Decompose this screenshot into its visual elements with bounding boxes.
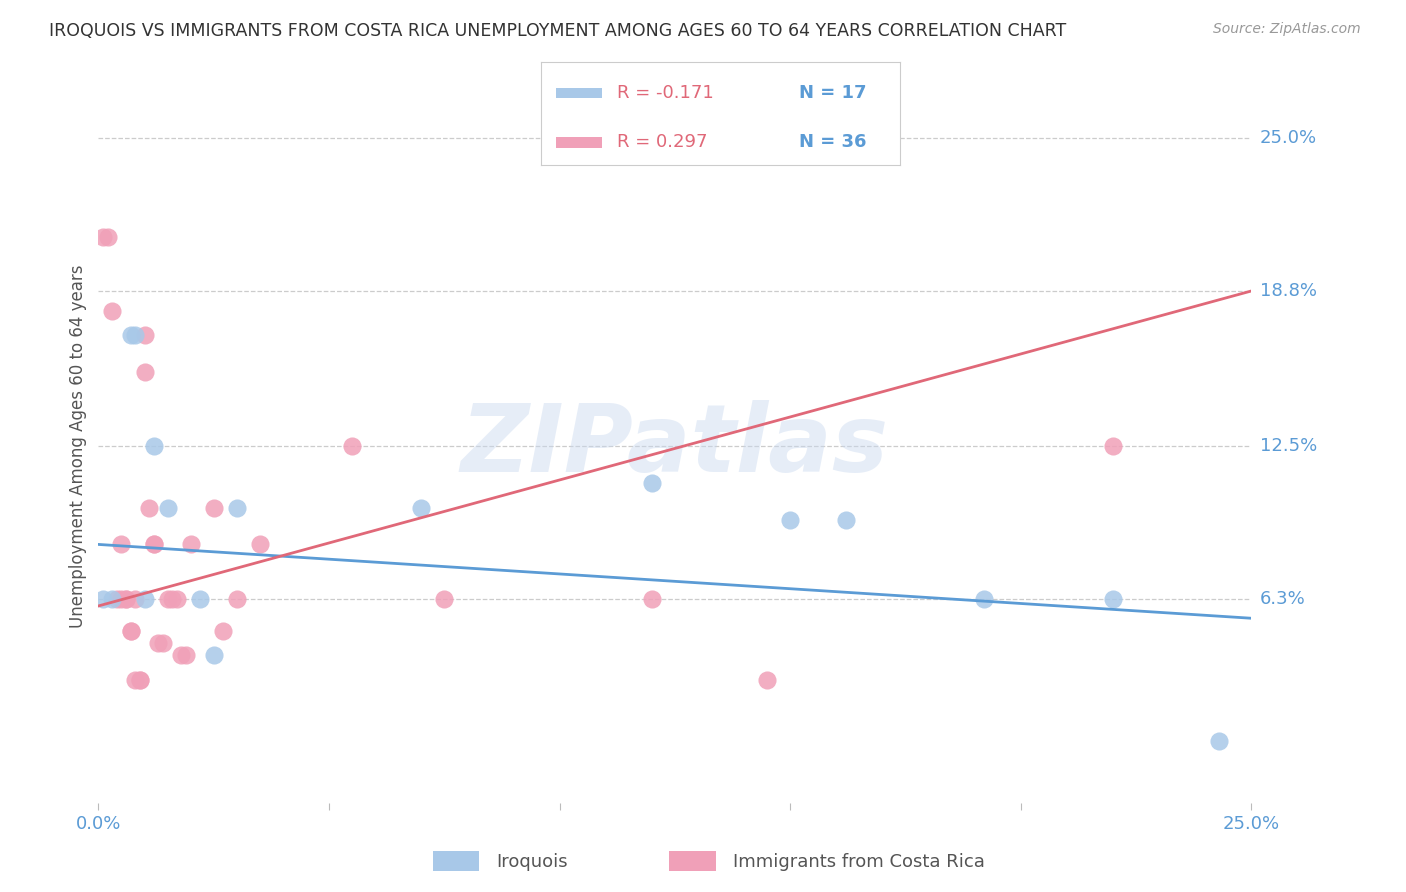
- Point: [249, 537, 271, 551]
- Point: [120, 328, 142, 343]
- Point: [105, 591, 128, 606]
- Point: [124, 673, 146, 687]
- Point: [97, 230, 120, 244]
- Text: R = -0.171: R = -0.171: [617, 84, 713, 103]
- Text: ZIPatlas: ZIPatlas: [461, 400, 889, 492]
- Point: [433, 591, 456, 606]
- Text: N = 17: N = 17: [800, 84, 868, 103]
- Point: [101, 591, 124, 606]
- Text: 6.3%: 6.3%: [1260, 590, 1305, 607]
- Point: [834, 513, 856, 527]
- Point: [174, 648, 197, 662]
- Text: IROQUOIS VS IMMIGRANTS FROM COSTA RICA UNEMPLOYMENT AMONG AGES 60 TO 64 YEARS CO: IROQUOIS VS IMMIGRANTS FROM COSTA RICA U…: [49, 22, 1067, 40]
- Point: [91, 230, 114, 244]
- Point: [115, 591, 138, 606]
- Point: [148, 636, 170, 650]
- Bar: [555, 88, 602, 98]
- Point: [1102, 591, 1125, 606]
- Text: N = 36: N = 36: [800, 134, 868, 152]
- Point: [340, 439, 363, 453]
- Point: [411, 500, 433, 515]
- Point: [124, 591, 146, 606]
- Point: [142, 537, 165, 551]
- Point: [110, 591, 132, 606]
- Point: [779, 513, 801, 527]
- Point: [202, 648, 225, 662]
- Point: [142, 439, 165, 453]
- Point: [134, 328, 156, 343]
- Point: [142, 537, 165, 551]
- Point: [170, 648, 193, 662]
- Point: [152, 636, 174, 650]
- Point: [160, 591, 183, 606]
- Point: [120, 624, 142, 638]
- Point: [1208, 734, 1230, 748]
- Text: Immigrants from Costa Rica: Immigrants from Costa Rica: [733, 853, 984, 871]
- Point: [124, 328, 146, 343]
- Point: [212, 624, 235, 638]
- Text: 25.0%: 25.0%: [1260, 129, 1317, 147]
- Point: [110, 537, 132, 551]
- Point: [115, 591, 138, 606]
- Point: [156, 591, 179, 606]
- Point: [641, 591, 664, 606]
- Point: [225, 500, 247, 515]
- Point: [641, 475, 664, 490]
- Point: [225, 591, 247, 606]
- Point: [156, 500, 179, 515]
- Point: [129, 673, 152, 687]
- Point: [129, 673, 152, 687]
- Point: [134, 591, 156, 606]
- Bar: [433, 851, 479, 871]
- Text: Iroquois: Iroquois: [496, 853, 568, 871]
- Text: 12.5%: 12.5%: [1260, 437, 1317, 455]
- Text: 18.8%: 18.8%: [1260, 282, 1316, 300]
- Point: [1102, 439, 1125, 453]
- Point: [973, 591, 995, 606]
- Point: [101, 303, 124, 318]
- Point: [188, 591, 211, 606]
- Point: [138, 500, 160, 515]
- Point: [180, 537, 202, 551]
- Point: [120, 624, 142, 638]
- Text: R = 0.297: R = 0.297: [617, 134, 707, 152]
- Text: Source: ZipAtlas.com: Source: ZipAtlas.com: [1213, 22, 1361, 37]
- Y-axis label: Unemployment Among Ages 60 to 64 years: Unemployment Among Ages 60 to 64 years: [69, 264, 87, 628]
- Bar: [669, 851, 716, 871]
- Point: [91, 591, 114, 606]
- Point: [202, 500, 225, 515]
- Point: [166, 591, 188, 606]
- Point: [756, 673, 779, 687]
- Point: [134, 365, 156, 379]
- Bar: [555, 137, 602, 147]
